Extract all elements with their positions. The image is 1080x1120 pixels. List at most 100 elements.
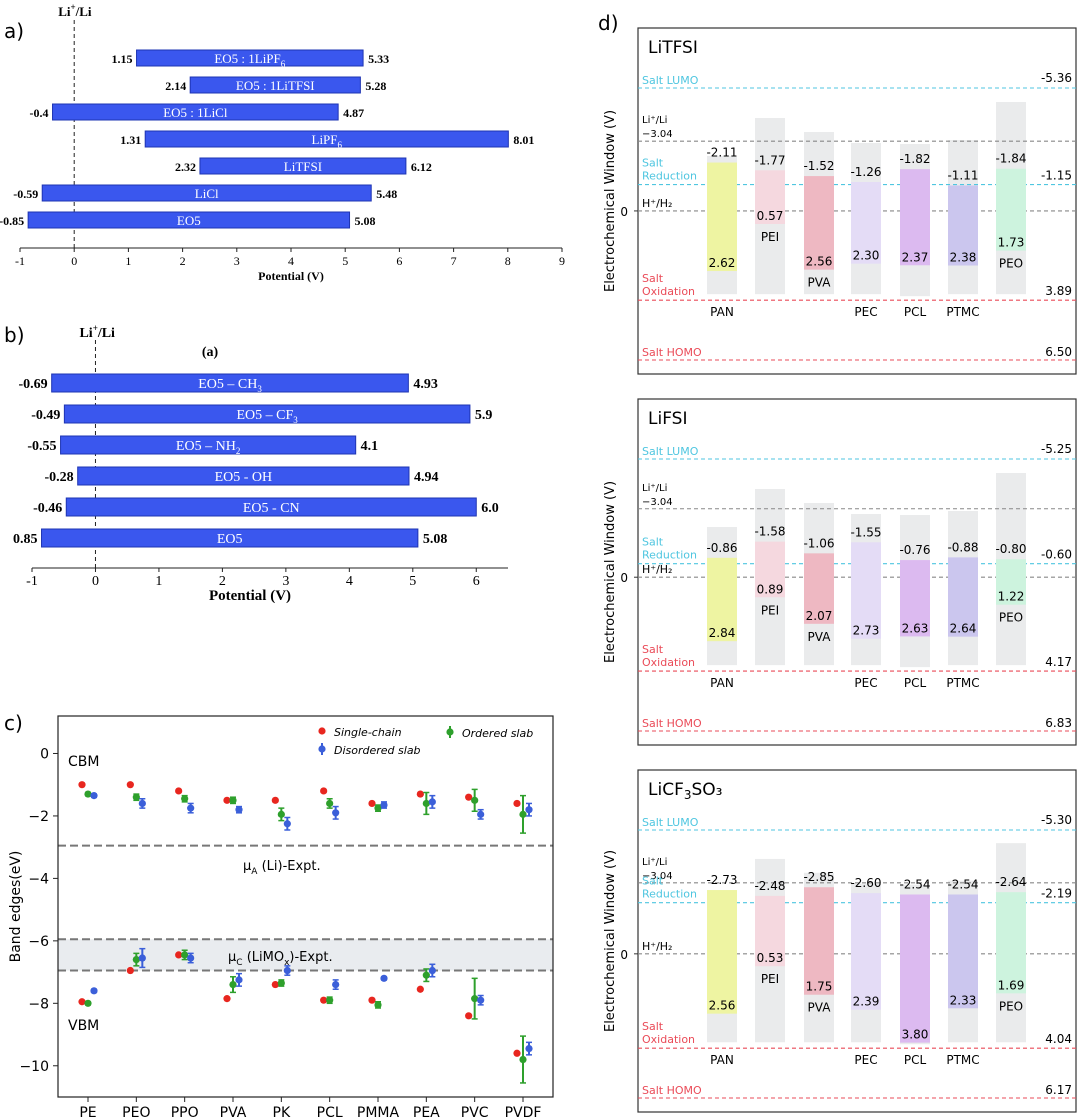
polymer-name: PEC <box>854 305 877 319</box>
lumo-value: -5.30 <box>1041 813 1072 827</box>
cbm-disordered-point <box>428 798 436 806</box>
y-tick-label: −8 <box>28 996 49 1012</box>
panel-label-c: c) <box>4 711 23 735</box>
li-ref-value: −3.04 <box>642 871 673 882</box>
vbm-ordered-point <box>471 995 479 1003</box>
cbm-ordered-point <box>229 796 237 804</box>
bar-bottom-label: 3.80 <box>902 1028 929 1042</box>
li-ref-value: −3.04 <box>642 129 673 140</box>
bar-4 <box>144 130 509 148</box>
polymer-name: PCL <box>904 305 927 319</box>
vbm-single-point <box>126 966 134 975</box>
bar-5 <box>199 157 407 175</box>
cbm-ordered-point <box>374 804 382 812</box>
vbm-single-point <box>223 995 231 1003</box>
cbm-single-point <box>223 796 231 804</box>
vbm-disordered-point <box>380 974 388 982</box>
bar-pei <box>755 895 785 967</box>
vbm-ordered-point <box>84 999 92 1007</box>
panel-label-b: b) <box>4 323 25 347</box>
polymer-name: PEC <box>854 676 877 690</box>
salt-reduction-label-1: Salt <box>642 536 664 549</box>
high-value-label: 5.08 <box>423 532 448 547</box>
polymer-name: PVA <box>808 630 832 644</box>
bar-label: EO5 – CF3 <box>236 408 298 425</box>
bar-top-label: -2.60 <box>850 876 881 890</box>
low-value-label: -0.46 <box>33 501 62 516</box>
chart-c: 0 −2 −4 −6 −8 −10 PE PEO PPO PVA PK PCL PMMA PEA PVC PV… <box>8 715 554 1120</box>
cbm-disordered-point <box>477 810 485 818</box>
x-tick-label: 3 <box>234 254 240 268</box>
vbm-single-point <box>368 996 376 1004</box>
cbm-disordered-point <box>235 806 243 814</box>
x-tick-label: 3 <box>282 574 289 589</box>
cbm-ordered-point <box>181 795 189 803</box>
high-value-label: 8.01 <box>513 133 534 147</box>
li-ref-label: Li⁺/Li <box>642 483 667 494</box>
y-axis-title: Electrochemical Window (V) <box>603 850 618 1032</box>
salt-oxidation-label-1: Salt <box>642 272 664 285</box>
polymer-name: PEO <box>999 611 1023 625</box>
ref-label: Li+/Li <box>58 2 92 19</box>
bar-bottom-label: 2.07 <box>806 609 833 623</box>
subpanel-title: LiCF3SO₃ <box>648 780 722 802</box>
bar-top-label: -1.11 <box>947 168 978 182</box>
vbm-single-point <box>175 951 183 959</box>
salt-lumo-label: Salt LUMO <box>642 445 699 458</box>
bar-ptmc <box>948 557 978 637</box>
salt-reduction-label-2: Reduction <box>642 888 697 901</box>
bar-peo <box>996 559 1026 605</box>
salt-reduction-label-1: Salt <box>642 875 664 888</box>
x-tick-label: 8 <box>505 254 511 268</box>
bar-top-label: -2.54 <box>947 877 978 891</box>
li-ref-label: Li⁺/Li <box>642 857 667 868</box>
bar-pan <box>707 557 737 642</box>
bar-label: EO5 <box>177 213 201 228</box>
bar-bottom-label: 1.22 <box>998 590 1025 604</box>
salt-lumo-label: Salt LUMO <box>642 74 699 87</box>
bar-top-label: -2.11 <box>706 146 737 160</box>
bar-top-label: -0.76 <box>899 543 930 557</box>
x-tick-label: 0 <box>71 254 77 268</box>
polymer-name: PEI <box>761 972 779 986</box>
legend-ordered-marker <box>446 728 454 736</box>
bar-bottom-label: 0.53 <box>757 951 784 965</box>
li-ref-value: −3.04 <box>642 497 673 508</box>
bar-pec <box>851 542 881 639</box>
salt-lumo-label: Salt LUMO <box>642 816 699 829</box>
vbm-ordered-point <box>519 1055 527 1064</box>
bar-bottom-label: 2.33 <box>950 993 977 1007</box>
bar-peo <box>996 892 1026 994</box>
vbm-single-point <box>271 980 279 989</box>
bar-4 <box>77 466 410 486</box>
polymer-name: PTMC <box>946 1053 979 1067</box>
zero-tick-label: 0 <box>620 948 628 962</box>
bar-peo <box>996 168 1026 251</box>
salt-reduction-label-2: Reduction <box>642 549 697 562</box>
bar-top-label: -1.06 <box>803 536 834 550</box>
mu-c-band <box>58 939 553 971</box>
polymer-name: PAN <box>710 676 734 690</box>
x-tick-label-pe: PE <box>79 1105 96 1120</box>
homo-value: 6.50 <box>1045 345 1072 359</box>
bar-3 <box>52 103 339 121</box>
cbm-single-point <box>126 781 134 789</box>
vbm-ordered-point <box>374 1001 382 1009</box>
high-value-label: 5.33 <box>368 52 389 66</box>
bar-top-label: -0.86 <box>706 541 737 555</box>
vbm-ordered-point <box>132 955 140 964</box>
low-value-label: 1.15 <box>112 52 133 66</box>
vbm-disordered-point <box>477 996 485 1004</box>
cbm-single-point <box>465 793 473 801</box>
x-axis-title: Potential (V) <box>209 588 291 604</box>
legend-ordered-label: Ordered slab <box>462 727 533 740</box>
panel-label-a: a) <box>4 19 24 43</box>
low-value-label: -0.49 <box>31 408 60 423</box>
x-axis-title: Potential (V) <box>258 269 324 283</box>
bar-top-label: -0.88 <box>947 540 978 554</box>
bar-bottom-label: 1.75 <box>806 980 833 994</box>
subpanel-title: LiFSI <box>648 409 687 429</box>
y-tick-label: 0 <box>40 746 49 762</box>
zero-tick-label: 0 <box>620 205 628 219</box>
